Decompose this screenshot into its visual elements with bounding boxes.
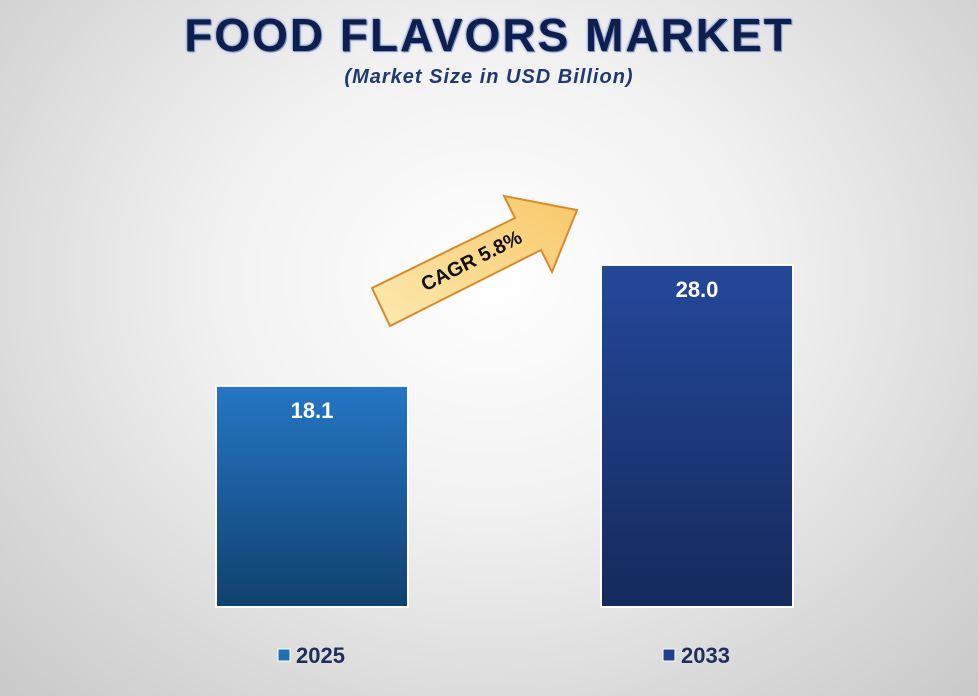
cagr-arrow-icon [370, 194, 579, 328]
chart-title: FOOD FLAVORS MARKET [184, 9, 794, 61]
legend-swatch-2033 [662, 648, 676, 662]
bar-2025 [215, 384, 409, 609]
chart-subtitle: (Market Size in USD Billion) [344, 66, 634, 88]
value-labels-layer: 18.1 28.0 [291, 277, 719, 423]
cagr-arrow-group: CAGR 5.8% [370, 194, 579, 328]
value-label-2025: 18.1 [291, 398, 334, 423]
bars-layer [215, 263, 794, 609]
legend: 2025 2033 [277, 643, 730, 668]
legend-label-2025: 2025 [296, 643, 345, 668]
legend-label-2033: 2033 [681, 643, 730, 668]
legend-swatch-2025 [277, 648, 291, 662]
bar-2033 [600, 263, 794, 608]
value-label-2033: 28.0 [676, 277, 719, 302]
